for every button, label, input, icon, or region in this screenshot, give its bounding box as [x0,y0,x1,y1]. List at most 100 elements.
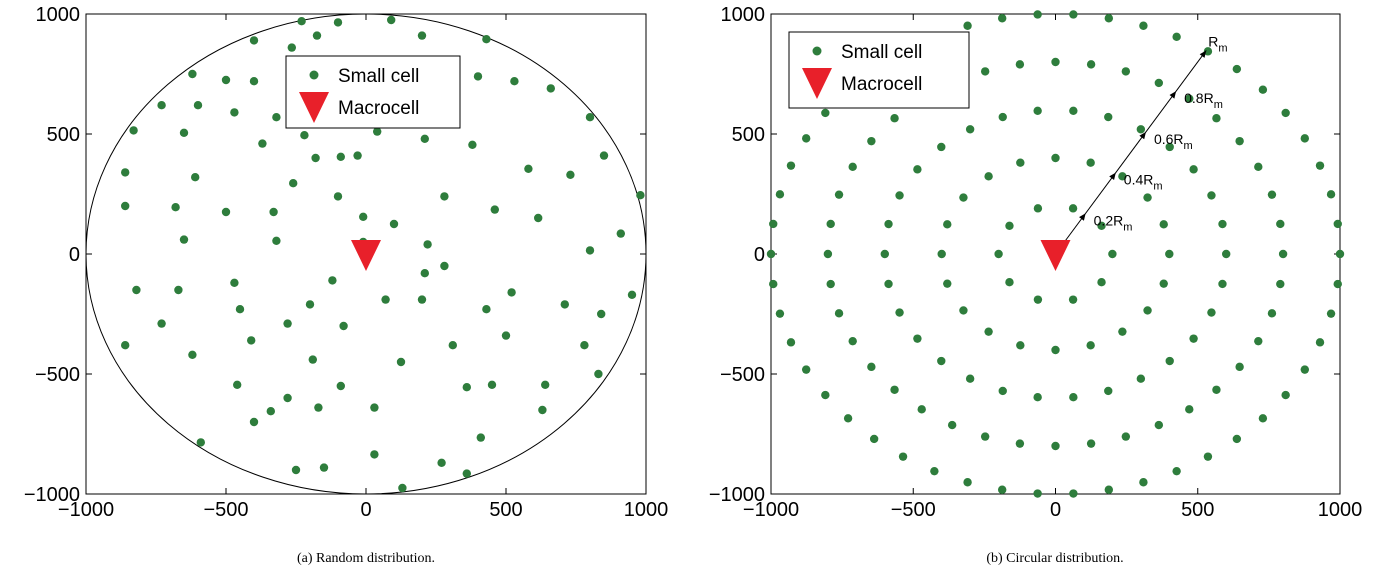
small-cell-point [1281,390,1290,400]
small-cell-point [1159,220,1168,229]
small-cell-point [1104,386,1113,396]
small-cell-point [994,249,1003,259]
small-cell-point [287,43,296,52]
small-cell-point [848,162,857,172]
legend: Small cell Macrocell [285,55,461,129]
small-cell-point [333,18,343,27]
y-tick-label: −500 [720,364,765,386]
small-cell-point [895,191,904,200]
small-cell-point [627,290,637,299]
small-cell-point [1015,60,1025,69]
x-tick-label: 0 [1050,499,1061,521]
small-cell-point [937,249,946,259]
small-cell-point [1104,14,1114,23]
small-cell-point [297,17,306,26]
small-cell-point [585,246,595,255]
small-cell-point [937,356,946,366]
small-cell-point [336,152,345,161]
small-cell-point [1172,32,1181,42]
radius-label: 0.6Rm [1154,131,1193,152]
small-cell-point [766,249,776,259]
small-cell-point [580,341,589,350]
radius-arrowhead [1199,50,1207,58]
small-cell-point [423,240,432,249]
small-cell-point [1139,478,1148,487]
small-cell-point [834,309,844,318]
small-cell-point [821,390,830,400]
small-cell-point [1315,338,1325,347]
small-cell-point [1086,341,1095,350]
small-cell-point [417,31,427,40]
small-cell-point [1086,439,1096,448]
small-cell-point [235,305,245,314]
small-cell-point [258,139,267,148]
radius-arrowhead [1079,213,1086,221]
y-tick-label: 0 [69,244,80,266]
x-tick-label: 0 [360,499,371,521]
small-cell-point [157,101,166,110]
small-cell-point [249,77,259,86]
small-cell-point [171,203,180,212]
small-cell-point [1232,434,1242,444]
small-cell-point [1267,190,1277,199]
small-cell-point [1136,125,1146,134]
small-cell-point [1139,21,1148,30]
small-cell-point [188,350,197,359]
small-cell-point [1121,67,1131,76]
small-cell-point [487,380,497,389]
legend-small-cell-marker [309,70,319,80]
legend-small-cell-label: Small cell [338,66,419,87]
small-cell-point [1097,221,1106,230]
x-tick-label: −500 [203,499,248,521]
y-tick-label: −1000 [24,484,80,506]
small-cell-point [821,108,830,118]
small-cell-point [328,276,337,285]
small-cell-point [1136,374,1146,383]
small-cell-point [1005,221,1014,230]
small-cell-point [247,336,256,345]
small-cell-point [998,112,1007,122]
small-cell-point [1232,64,1242,74]
radius-label: 0.2Rm [1094,212,1133,233]
small-cell-point [1086,60,1096,69]
small-cell-point [1154,78,1164,88]
small-cell-point [1159,279,1168,288]
small-cell-point [269,207,278,217]
small-cell-point [1207,308,1216,317]
small-cell-point [1333,279,1342,289]
small-cell-point [1189,165,1198,174]
small-cell-point [233,380,242,389]
small-cell-point [308,355,317,364]
radius-arrowhead [1169,91,1177,99]
y-tick-label: 1000 [721,4,766,26]
small-cell-point [636,191,645,200]
small-cell-point [462,383,471,392]
small-cell-point [1258,414,1268,423]
small-cell-point [1051,153,1060,163]
small-cell-point [1033,393,1042,402]
small-cell-point [314,403,323,412]
small-cell-point [1212,385,1221,394]
small-cell-point [157,319,166,328]
small-cell-point [959,306,968,315]
small-cell-point [1212,114,1221,123]
small-cell-point [884,219,893,229]
small-cell-point [510,77,519,86]
small-cell-point [984,327,993,336]
small-cell-point [867,136,876,146]
small-cell-point [339,321,348,331]
small-cell-point [801,134,811,143]
small-cell-point [1300,365,1310,374]
small-cell-point [943,279,952,288]
small-cell-point [490,205,499,214]
small-cell-point [947,420,957,430]
small-cell-point [599,151,609,160]
small-cell-point [1276,219,1285,229]
small-cell-point [963,21,972,30]
small-cell-point [249,36,259,45]
small-cell-point [272,113,281,122]
small-cell-point [884,279,893,289]
small-cell-point [1333,219,1342,229]
small-cell-point [1069,489,1078,498]
panel-caption: (a) Random distribution. [297,551,435,566]
